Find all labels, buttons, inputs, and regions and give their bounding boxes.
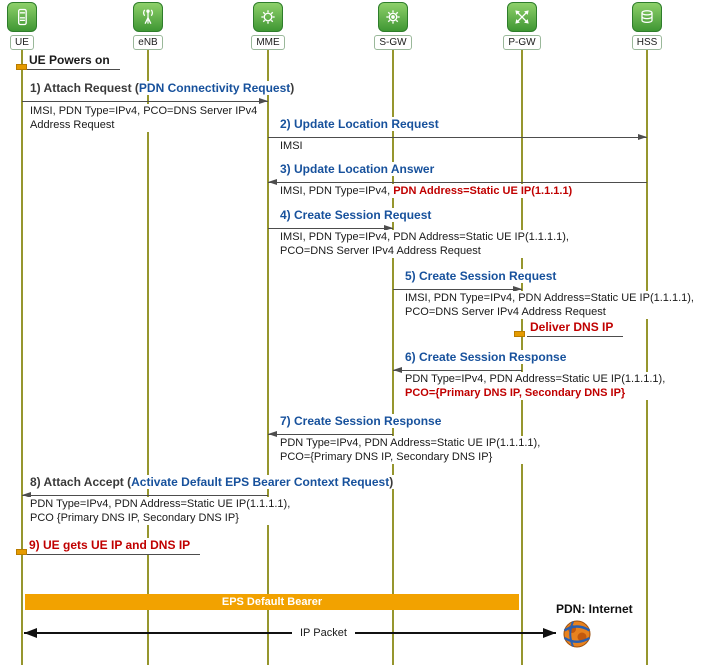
message-2-title: 2) Update Location Request: [277, 117, 442, 131]
actor-label-enb: eNB: [133, 35, 163, 50]
message-1-params-line1: IMSI, PDN Type=IPv4, PCO=DNS Server IPv4: [30, 105, 258, 117]
actor-ue: UE: [0, 2, 58, 50]
message-6-params: PDN Type=IPv4, PDN Address=Static UE IP(…: [402, 372, 669, 400]
ip-packet-label: IP Packet: [292, 626, 355, 640]
message-1-params: IMSI, PDN Type=IPv4, PCO=DNS Server IPv4…: [27, 104, 261, 132]
pgw-router-icon: [507, 2, 537, 32]
sgw-gear-icon: [378, 2, 408, 32]
message-8-title-suffix: ): [389, 475, 394, 489]
actor-hss: HSS: [611, 2, 683, 50]
message-4-title: 4) Create Session Request: [277, 208, 435, 222]
message-7-arrow: [268, 431, 393, 437]
message-1-arrow: [22, 98, 268, 104]
hss-database-icon: [632, 2, 662, 32]
message-6-params-line2: PCO={Primary DNS IP, Secondary DNS IP}: [405, 387, 626, 399]
eps-default-bearer-label: EPS Default Bearer: [221, 596, 323, 608]
message-8-params: PDN Type=IPv4, PDN Address=Static UE IP(…: [27, 497, 294, 525]
actor-label-ue: UE: [10, 35, 34, 50]
note-deliver-dns: Deliver DNS IP: [527, 320, 624, 337]
actor-sgw: S-GW: [357, 2, 429, 50]
message-7-title: 7) Create Session Response: [277, 414, 445, 428]
message-4-params: IMSI, PDN Type=IPv4, PDN Address=Static …: [277, 230, 572, 258]
message-5-arrow: [393, 286, 522, 292]
message-2-params-line1: IMSI: [280, 140, 303, 152]
message-1-title-prefix: 1) Attach Request (: [30, 81, 139, 95]
message-1-title-suffix: ): [290, 81, 295, 95]
message-2-arrow: [268, 134, 647, 140]
message-8-title-prefix: 8) Attach Accept (: [30, 475, 132, 489]
message-4-params-line2: PCO=DNS Server IPv4 Address Request: [280, 245, 481, 257]
message-3-arrow: [268, 179, 647, 185]
lifeline-hss: [646, 44, 648, 665]
message-2-params: IMSI: [277, 139, 306, 153]
message-8-arrow: [22, 492, 268, 498]
message-3-params: IMSI, PDN Type=IPv4, PDN Address=Static …: [277, 184, 576, 198]
lifeline-sgw: [392, 44, 394, 665]
message-8-params-line2: PCO {Primary DNS IP, Secondary DNS IP}: [30, 512, 239, 524]
actor-label-pgw: P-GW: [503, 35, 541, 50]
note-deliver-dns-text: Deliver DNS IP: [530, 320, 614, 334]
message-6-arrow: [393, 367, 522, 373]
message-4-params-line1: IMSI, PDN Type=IPv4, PDN Address=Static …: [280, 231, 569, 243]
note-ue-powers-on: UE Powers on: [26, 53, 120, 70]
actor-label-sgw: S-GW: [374, 35, 412, 50]
message-3-title: 3) Update Location Answer: [277, 162, 438, 176]
message-8-params-line1: PDN Type=IPv4, PDN Address=Static UE IP(…: [30, 498, 291, 510]
event-marker-ue-gets-ip: [16, 549, 27, 555]
message-3-params-red: PDN Address=Static UE IP(1.1.1.1): [393, 185, 573, 197]
message-1-title-highlight: PDN Connectivity Request: [138, 81, 291, 95]
message-1-title: 1) Attach Request (PDN Connectivity Requ…: [27, 81, 298, 95]
event-marker-power-on: [16, 64, 27, 70]
message-6-title: 6) Create Session Response: [402, 350, 570, 364]
message-3-params-line1: IMSI, PDN Type=IPv4, PDN Address=Static …: [280, 184, 572, 198]
message-5-title: 5) Create Session Request: [402, 269, 560, 283]
note-ue-powers-on-text: UE Powers on: [29, 53, 110, 67]
actor-label-mme: MME: [251, 35, 285, 50]
lifeline-mme: [267, 44, 269, 665]
actor-label-hss: HSS: [631, 35, 663, 50]
message-7-params-line2: PCO={Primary DNS IP, Secondary DNS IP}: [280, 451, 493, 463]
lifeline-enb: [147, 44, 149, 665]
message-7-params-line1: PDN Type=IPv4, PDN Address=Static UE IP(…: [280, 437, 541, 449]
message-7-params: PDN Type=IPv4, PDN Address=Static UE IP(…: [277, 436, 544, 464]
actor-enb: eNB: [112, 2, 184, 50]
message-8-title-highlight: Activate Default EPS Bearer Context Requ…: [131, 475, 390, 489]
note-ue-gets-ip: 9) UE gets UE IP and DNS IP: [26, 538, 201, 555]
message-4-arrow: [268, 225, 393, 231]
ue-phone-icon: [7, 2, 37, 32]
message-8-title: 8) Attach Accept (Activate Default EPS B…: [27, 475, 397, 489]
lifeline-ue: [21, 44, 23, 665]
eps-default-bearer-bar: EPS Default Bearer: [25, 594, 519, 610]
message-1-params-line2: Address Request: [30, 119, 115, 131]
event-marker-deliver-dns: [514, 331, 525, 337]
internet-globe-icon: [560, 617, 594, 656]
note-ue-gets-ip-text: 9) UE gets UE IP and DNS IP: [29, 538, 191, 552]
pdn-internet-label: PDN: Internet: [556, 602, 633, 616]
actor-mme: MME: [232, 2, 304, 50]
message-5-params: IMSI, PDN Type=IPv4, PDN Address=Static …: [402, 291, 697, 319]
mme-gear-icon: [253, 2, 283, 32]
message-3-params-black: IMSI, PDN Type=IPv4,: [280, 185, 394, 197]
message-6-params-line1: PDN Type=IPv4, PDN Address=Static UE IP(…: [405, 373, 666, 385]
message-5-params-line1: IMSI, PDN Type=IPv4, PDN Address=Static …: [405, 292, 694, 304]
ip-packet-arrow: [24, 628, 556, 638]
message-5-params-line2: PCO=DNS Server IPv4 Address Request: [405, 306, 606, 318]
actor-pgw: P-GW: [486, 2, 558, 50]
enb-antenna-icon: [133, 2, 163, 32]
